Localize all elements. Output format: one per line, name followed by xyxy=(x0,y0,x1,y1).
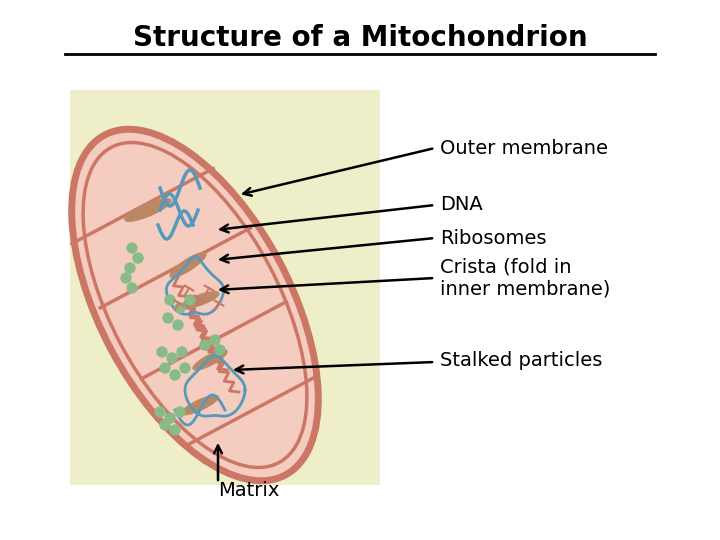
Text: Structure of a Mitochondrion: Structure of a Mitochondrion xyxy=(132,24,588,52)
Ellipse shape xyxy=(185,295,195,305)
Text: Matrix: Matrix xyxy=(218,481,279,500)
Ellipse shape xyxy=(170,370,180,380)
Ellipse shape xyxy=(181,395,218,415)
Ellipse shape xyxy=(160,420,170,430)
Ellipse shape xyxy=(167,353,177,363)
Text: DNA: DNA xyxy=(440,195,482,214)
Bar xyxy=(70,90,380,485)
Ellipse shape xyxy=(165,295,175,305)
Ellipse shape xyxy=(170,253,206,278)
Ellipse shape xyxy=(125,199,171,221)
Text: Stalked particles: Stalked particles xyxy=(440,350,603,369)
Ellipse shape xyxy=(175,407,185,417)
Ellipse shape xyxy=(133,253,143,263)
Ellipse shape xyxy=(193,350,227,370)
Text: Outer membrane: Outer membrane xyxy=(440,138,608,158)
Ellipse shape xyxy=(215,345,225,355)
Ellipse shape xyxy=(210,335,220,345)
Ellipse shape xyxy=(121,273,131,283)
Ellipse shape xyxy=(175,303,185,313)
Ellipse shape xyxy=(157,347,167,357)
Ellipse shape xyxy=(173,320,183,330)
Ellipse shape xyxy=(181,292,219,308)
Ellipse shape xyxy=(165,413,175,423)
Ellipse shape xyxy=(180,363,190,373)
Ellipse shape xyxy=(155,407,165,417)
Ellipse shape xyxy=(200,340,210,350)
Ellipse shape xyxy=(127,243,137,253)
Ellipse shape xyxy=(72,129,318,481)
Ellipse shape xyxy=(177,347,187,357)
Ellipse shape xyxy=(127,283,137,293)
Text: Ribosomes: Ribosomes xyxy=(440,228,546,247)
Ellipse shape xyxy=(160,363,170,373)
Text: Crista (fold in
inner membrane): Crista (fold in inner membrane) xyxy=(440,258,611,299)
Ellipse shape xyxy=(125,263,135,273)
Ellipse shape xyxy=(170,425,180,435)
Ellipse shape xyxy=(163,313,173,323)
